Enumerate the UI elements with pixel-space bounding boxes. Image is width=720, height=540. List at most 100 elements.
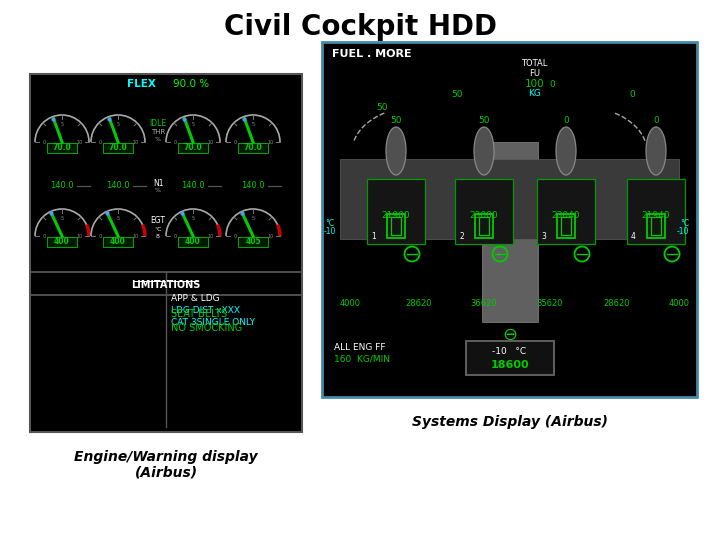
Text: 0: 0 <box>653 116 659 125</box>
Bar <box>238 143 268 153</box>
Text: 0: 0 <box>42 233 45 239</box>
Text: -10: -10 <box>324 227 336 236</box>
Text: 140.0: 140.0 <box>181 181 204 191</box>
Text: 5: 5 <box>192 122 194 126</box>
Text: 405: 405 <box>246 238 261 246</box>
Text: 5: 5 <box>117 215 120 220</box>
Text: FLEX: FLEX <box>127 79 156 89</box>
Text: 0: 0 <box>99 233 102 239</box>
Text: 4000: 4000 <box>340 300 361 308</box>
Text: 1: 1 <box>371 232 376 241</box>
Bar <box>47 237 77 247</box>
Text: 400: 400 <box>185 238 201 246</box>
Text: 10: 10 <box>208 233 214 239</box>
Text: %: % <box>155 187 161 192</box>
Bar <box>103 237 133 247</box>
Bar <box>475 214 493 238</box>
Text: 23000: 23000 <box>469 211 498 220</box>
Bar <box>387 214 405 238</box>
Text: 18600: 18600 <box>490 360 528 370</box>
Text: 10: 10 <box>268 233 274 239</box>
Text: 50: 50 <box>451 90 463 99</box>
Text: 4000: 4000 <box>668 300 690 308</box>
Text: 0: 0 <box>563 116 569 125</box>
Ellipse shape <box>474 127 494 175</box>
Text: NO SMOCKING: NO SMOCKING <box>171 323 242 333</box>
Text: ALL ENG FF: ALL ENG FF <box>334 342 385 352</box>
Text: 10: 10 <box>133 139 139 145</box>
Text: 5: 5 <box>60 215 63 220</box>
Text: LDG DIST xXXX: LDG DIST xXXX <box>171 306 240 315</box>
Text: 23040: 23040 <box>552 211 580 220</box>
Text: 10: 10 <box>268 139 274 145</box>
Text: 5: 5 <box>60 122 63 126</box>
Text: 28620: 28620 <box>604 300 630 308</box>
Bar <box>238 237 268 247</box>
Text: 70.0: 70.0 <box>53 144 71 152</box>
Ellipse shape <box>646 127 666 175</box>
Text: TOTAL: TOTAL <box>521 59 548 69</box>
Text: 0: 0 <box>174 139 176 145</box>
Bar <box>30 74 302 432</box>
Text: KG: KG <box>528 90 541 98</box>
Text: 140.0: 140.0 <box>50 181 74 191</box>
Bar <box>103 143 133 153</box>
Bar <box>537 179 595 244</box>
Text: ⊖: ⊖ <box>502 326 517 344</box>
Text: 50: 50 <box>478 116 490 125</box>
Text: 70.0: 70.0 <box>109 144 127 152</box>
Bar <box>340 159 679 239</box>
Text: APP & LDG: APP & LDG <box>171 294 220 303</box>
Text: 5: 5 <box>117 122 120 126</box>
Text: 5: 5 <box>251 215 255 220</box>
Bar <box>455 179 513 244</box>
Bar <box>651 217 661 235</box>
Text: 2: 2 <box>459 232 464 241</box>
Text: 5: 5 <box>251 122 255 126</box>
Text: 160  KG/MIN: 160 KG/MIN <box>334 354 390 363</box>
Text: 50: 50 <box>377 103 388 112</box>
Text: FU: FU <box>529 69 540 78</box>
Text: 0: 0 <box>233 233 237 239</box>
Bar <box>479 217 489 235</box>
Text: SEAT BELTS: SEAT BELTS <box>171 309 227 319</box>
Text: 3: 3 <box>541 232 546 241</box>
Ellipse shape <box>556 127 576 175</box>
Text: 4: 4 <box>631 232 636 241</box>
Bar <box>178 237 208 247</box>
Text: Civil Cockpit HDD: Civil Cockpit HDD <box>223 13 497 41</box>
Bar <box>47 143 77 153</box>
Text: 28620: 28620 <box>406 300 432 308</box>
Text: 100: 100 <box>525 79 544 89</box>
Text: IDLE: IDLE <box>150 119 166 128</box>
Text: °C: °C <box>680 219 689 228</box>
Text: 70.0: 70.0 <box>184 144 202 152</box>
Bar <box>561 217 571 235</box>
Text: 140.0: 140.0 <box>241 181 265 191</box>
Text: EGT: EGT <box>150 216 166 225</box>
Text: LIMITATIONS: LIMITATIONS <box>131 280 201 290</box>
Bar <box>647 214 665 238</box>
Text: 400: 400 <box>110 238 126 246</box>
Text: FUEL . MORE: FUEL . MORE <box>332 49 412 59</box>
Bar <box>322 42 697 397</box>
Text: Engine/Warning display: Engine/Warning display <box>74 450 258 464</box>
Bar <box>466 341 554 375</box>
Bar <box>391 217 401 235</box>
Text: 8: 8 <box>156 234 160 239</box>
Text: °C: °C <box>325 219 335 228</box>
Text: %: % <box>155 137 161 142</box>
Text: 36620: 36620 <box>471 300 498 308</box>
Text: 0: 0 <box>174 233 176 239</box>
Bar <box>367 179 425 244</box>
Text: 0: 0 <box>99 139 102 145</box>
Text: 0: 0 <box>233 139 237 145</box>
Text: 10: 10 <box>133 233 139 239</box>
Text: THR: THR <box>151 129 165 135</box>
Text: 5: 5 <box>192 215 194 220</box>
Text: 10: 10 <box>77 233 83 239</box>
Bar <box>482 142 538 322</box>
Text: -10   °C: -10 °C <box>492 348 526 356</box>
Text: °C: °C <box>154 227 162 232</box>
Text: Systems Display (Airbus): Systems Display (Airbus) <box>412 415 608 429</box>
